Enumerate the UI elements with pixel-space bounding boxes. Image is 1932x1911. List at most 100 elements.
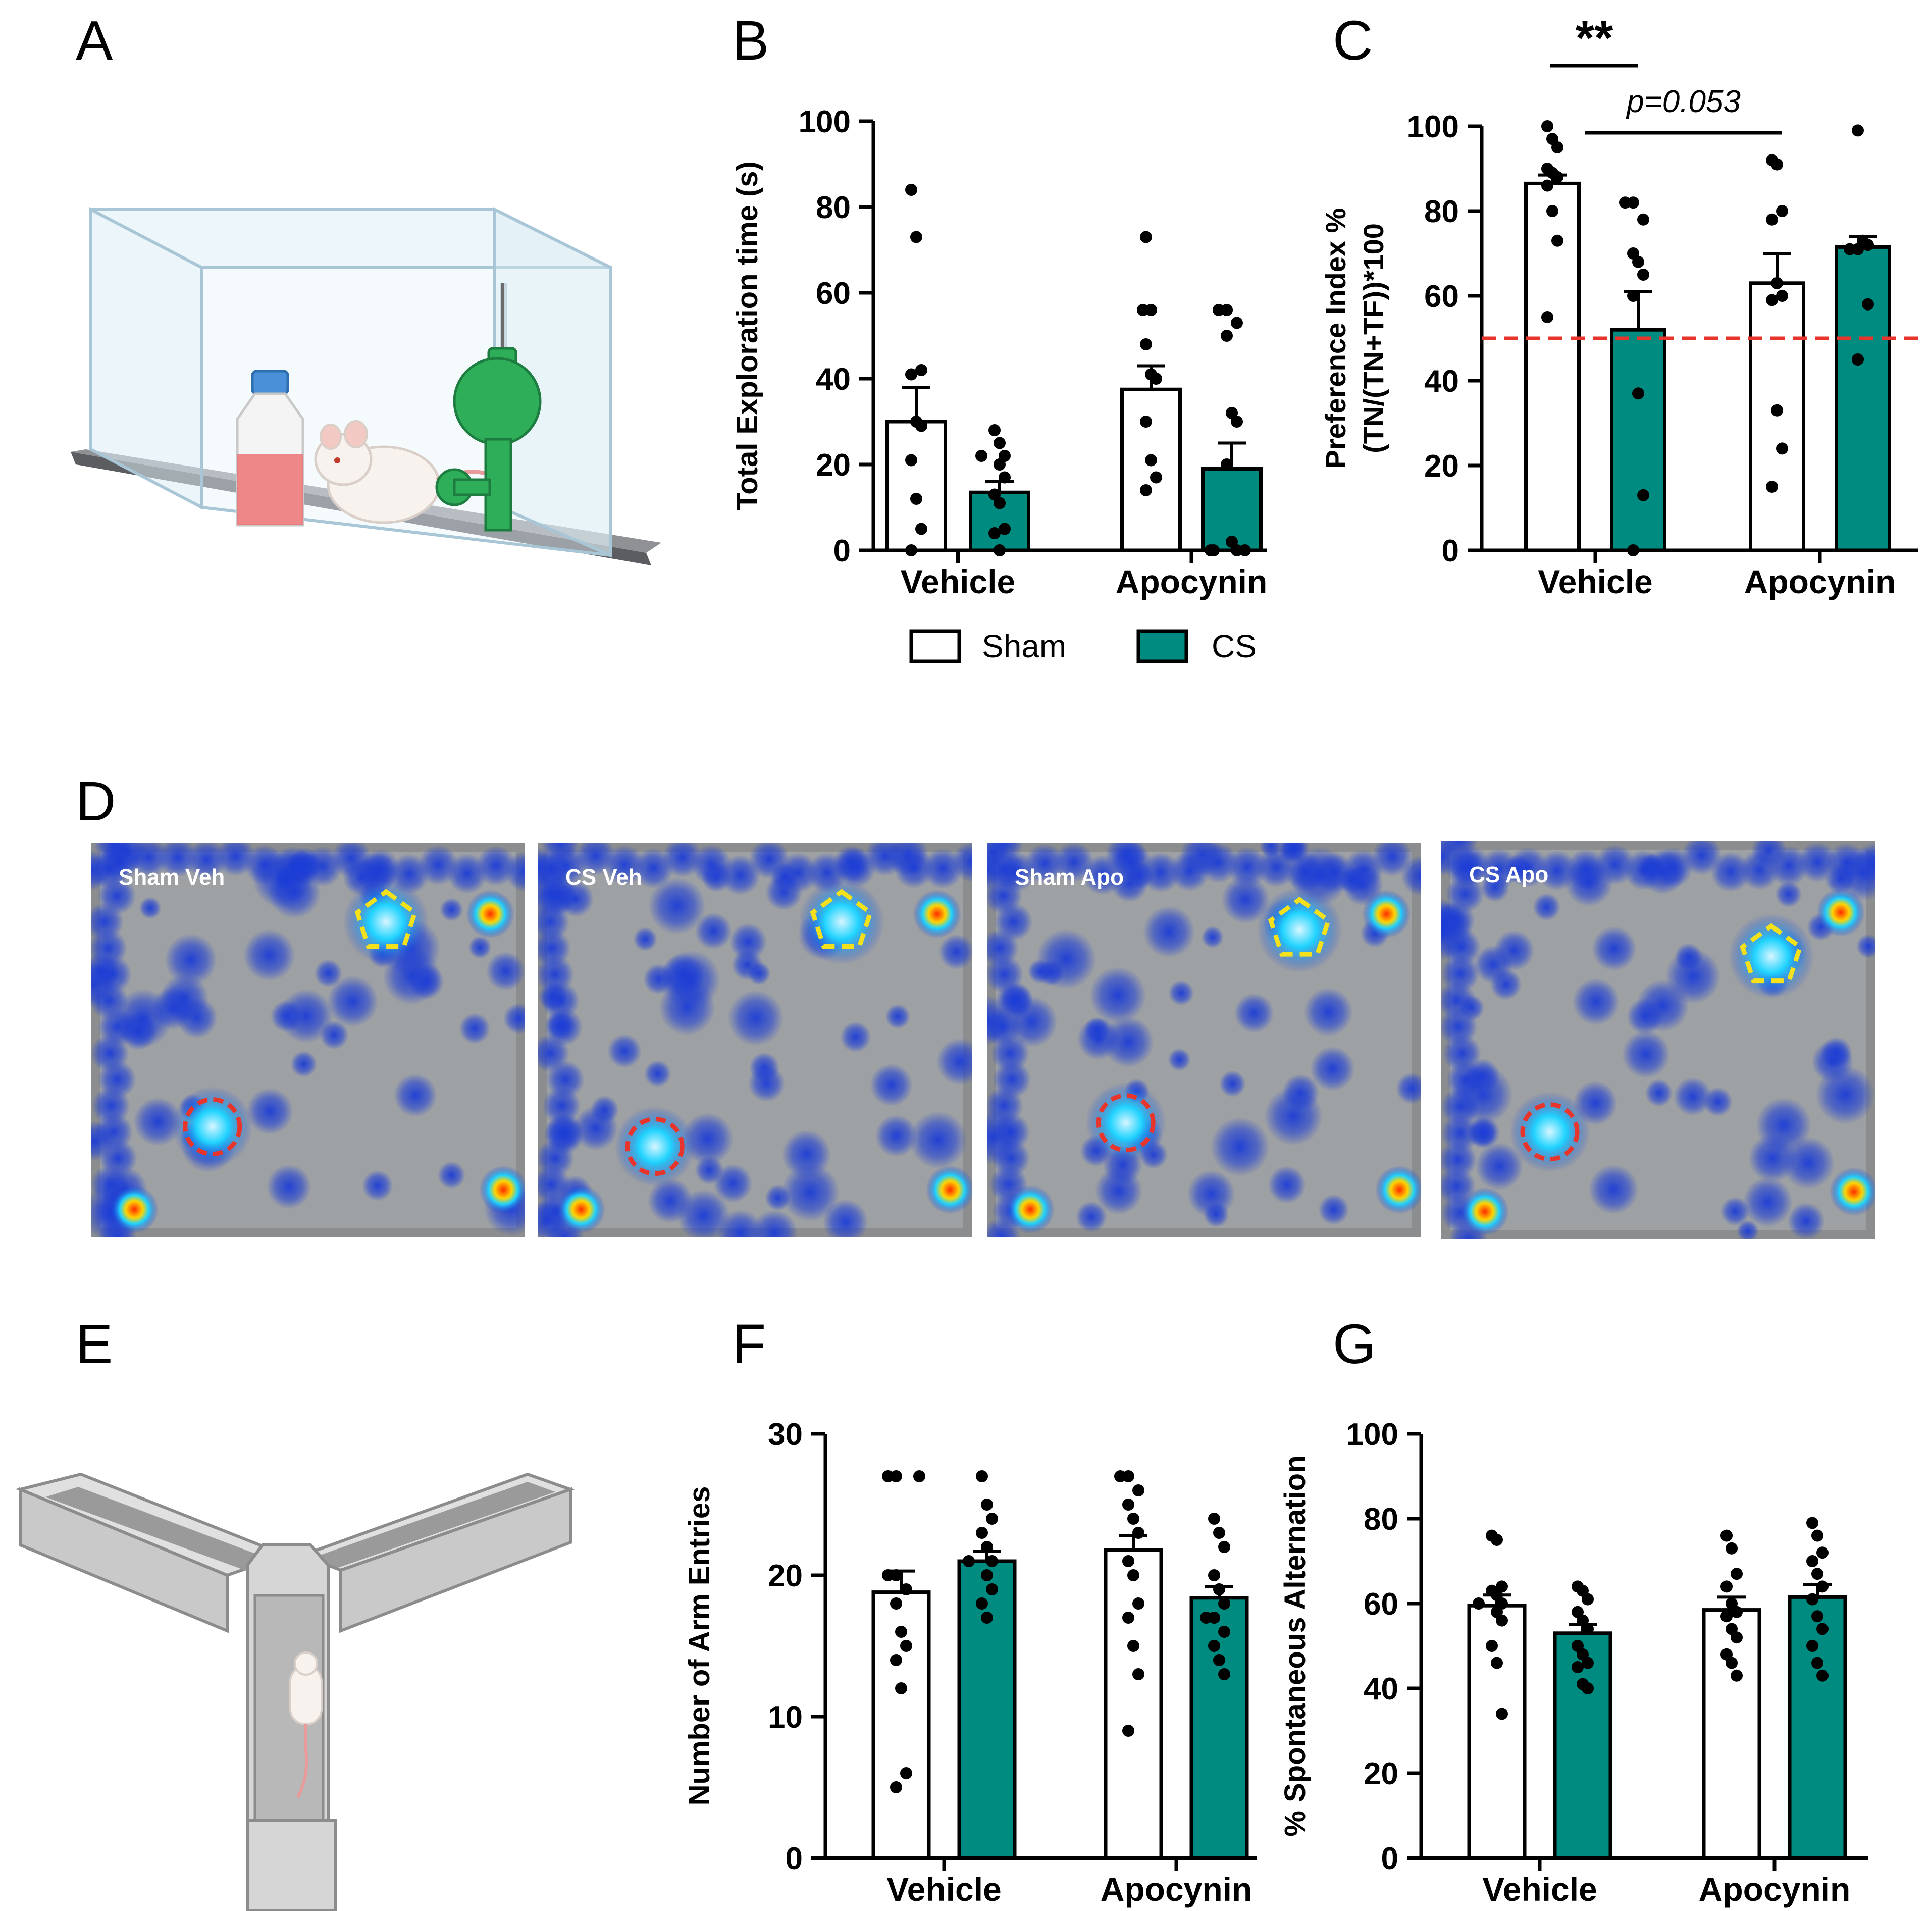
heat-spot-novel (799, 879, 884, 965)
heat-spot (1775, 881, 1802, 908)
chart-c-preference-index: 0 20 40 60 80 100 Vehicle Apocynin Preference In… (1320, 11, 1918, 600)
heat-spot (1532, 893, 1561, 921)
data-point (913, 1470, 925, 1482)
heat-spot (607, 1034, 642, 1068)
data-point (1496, 1614, 1508, 1627)
data-point (1551, 234, 1563, 247)
heat-spot (1736, 1220, 1759, 1239)
y-tick-label: 10 (768, 1700, 803, 1735)
heat-spot (1474, 945, 1513, 984)
heat-spot (1537, 850, 1578, 891)
legend-sham-swatch (909, 629, 961, 663)
heatmap-panel: Sham Veh (91, 843, 525, 1237)
heat-spot (936, 1038, 972, 1086)
novel-object-marker (1268, 897, 1331, 957)
heat-spot (273, 846, 314, 887)
heat-spot (505, 851, 525, 892)
data-point (900, 1767, 912, 1779)
heat-spot (270, 1000, 303, 1032)
heat-hotspot (479, 1165, 525, 1214)
y-maze-illustration (15, 1472, 576, 1911)
data-point (1137, 304, 1149, 316)
heat-spot (938, 934, 972, 970)
x-tick-label: Vehicle (901, 563, 1016, 600)
heat-spot (1787, 1202, 1825, 1239)
heat-spot (894, 848, 934, 889)
heatmap-panel: CS Apo (1441, 841, 1875, 1239)
data-point (1218, 1541, 1230, 1553)
heat-spot (875, 1114, 918, 1157)
data-point (1632, 255, 1644, 268)
data-point (1637, 269, 1649, 281)
heat-spot (158, 843, 198, 878)
y-tick-label: 20 (1424, 449, 1459, 484)
data-point (895, 1682, 907, 1694)
data-point (1726, 1657, 1738, 1669)
legend-cs-label: CS (1212, 628, 1257, 664)
chart-g-spontaneous-alternation: 0 20 40 60 80 100 Vehicle Apocynin % Spontaneous… (1279, 1417, 1868, 1908)
data-point (1806, 1517, 1818, 1529)
chart-f-arm-entries: 0 10 20 30 Vehicle Apocynin Number of Arm Entr… (683, 1417, 1257, 1908)
heatmap-label: CS Apo (1469, 862, 1548, 887)
flask-object (236, 370, 304, 527)
data-point (905, 544, 917, 556)
data-point (1122, 1499, 1134, 1511)
heat-spot (1624, 850, 1664, 891)
legend: Sham CS (909, 628, 1257, 664)
data-point (1132, 1527, 1144, 1539)
heat-spot (1168, 980, 1194, 1006)
x-tick-label: Apocynin (1101, 1871, 1252, 1908)
data-point (1619, 196, 1631, 209)
heat-spot (1227, 847, 1268, 888)
data-point (910, 493, 922, 505)
data-point (1231, 416, 1243, 428)
heat-hotspot (1830, 1167, 1875, 1216)
heat-hotspot (1460, 1187, 1509, 1236)
heat-spot (1622, 1030, 1670, 1078)
data-point (1239, 544, 1251, 556)
heatmap-row: Sham Veh CS Veh Sham Apo CS Apo (91, 841, 1875, 1239)
data-point (1221, 330, 1233, 342)
data-point (1720, 1529, 1733, 1542)
bar-cs (1189, 1596, 1249, 1860)
heat-spot (486, 951, 525, 991)
heat-spot (246, 1088, 294, 1135)
data-point (986, 1583, 998, 1595)
data-point (1145, 454, 1157, 467)
data-point (1140, 231, 1152, 243)
data-point (1541, 120, 1553, 132)
data-point (1582, 1657, 1594, 1669)
data-point (890, 1654, 902, 1666)
heat-hotspot (110, 1185, 159, 1234)
data-point (1200, 1612, 1212, 1624)
data-point (1122, 1555, 1134, 1567)
heat-spot (1479, 848, 1520, 889)
data-point (999, 471, 1011, 484)
data-point (1726, 1542, 1738, 1555)
data-point (1491, 1534, 1503, 1546)
heat-spot (362, 1170, 393, 1202)
heat-spot (459, 1013, 491, 1045)
y-tick-label: 80 (1424, 194, 1459, 229)
y-tick-label: 40 (1424, 364, 1459, 399)
heat-spot (909, 1111, 967, 1169)
heat-hotspot (1816, 888, 1865, 937)
heat-spot (1089, 966, 1146, 1024)
data-point (1150, 373, 1162, 385)
data-point (1720, 1610, 1733, 1623)
data-point (1541, 179, 1553, 192)
data-point (1731, 1669, 1743, 1682)
data-point (994, 497, 1006, 509)
heat-spot (1285, 852, 1326, 893)
y-tick-label: 40 (1364, 1672, 1398, 1707)
heat-spot (1475, 1142, 1524, 1191)
data-point (1218, 1626, 1230, 1638)
data-point (1140, 338, 1152, 350)
data-point (895, 1626, 907, 1638)
data-point (1213, 1583, 1225, 1595)
data-point (1731, 1606, 1743, 1618)
data-point (1811, 1529, 1823, 1542)
y-tick-label: 0 (1381, 1841, 1398, 1876)
heat-spot (1674, 943, 1703, 971)
